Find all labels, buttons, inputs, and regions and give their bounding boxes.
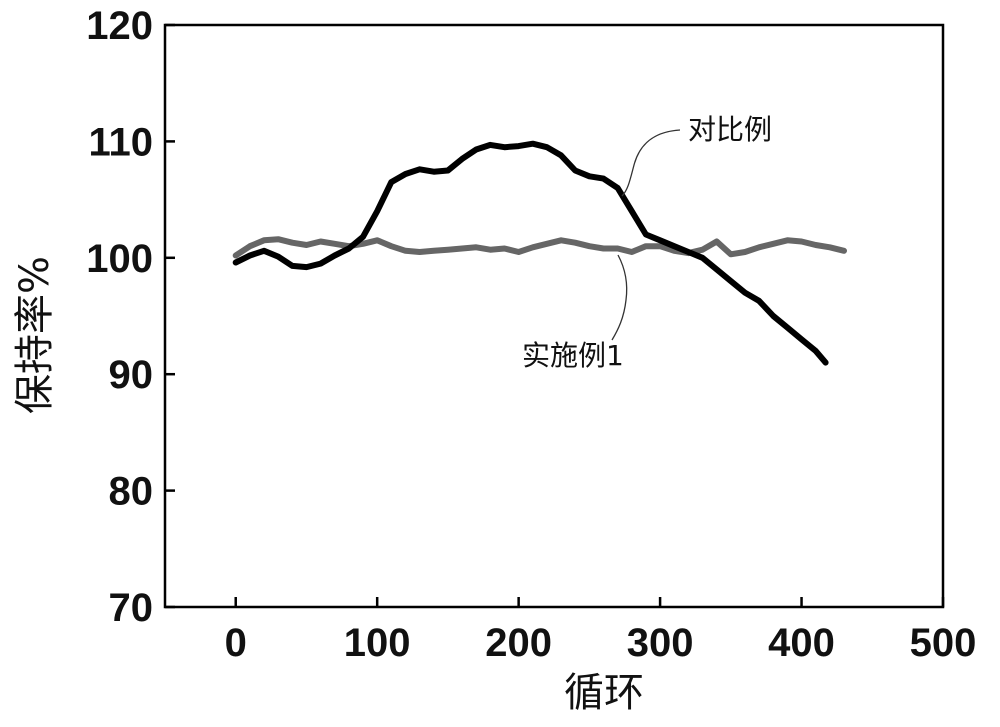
series-layer [232,140,847,366]
y-tick-label: 110 [88,120,153,164]
x-tick-label: 400 [768,621,835,665]
plot-frame [163,23,945,609]
annotation-leader-example1 [611,254,628,341]
y-tick-label: 100 [86,237,153,281]
series-line-example1 [232,236,847,259]
y-tick-label: 120 [86,4,153,48]
x-tick-label: 300 [627,621,694,665]
annotation-comparative: 对比例 [688,113,772,146]
x-tick-label: 0 [225,621,247,665]
x-tick-label: 500 [910,621,977,665]
y-tick-label: 80 [109,470,154,514]
y-axis-title: 保持率% [12,256,58,414]
y-axis: 70 80 90 100 110 120 [86,4,175,630]
x-tick-label: 200 [485,621,552,665]
y-tick-label: 70 [109,586,154,630]
x-axis: 0 100 200 300 400 500 [225,597,977,665]
x-axis-title: 循环 [564,670,644,716]
y-tick-label: 90 [109,353,154,397]
series-line-comparative [232,140,829,366]
annotation-example1: 实施例1 [522,339,624,372]
annotation-leader-comparative [621,129,681,197]
x-tick-label: 100 [344,621,411,665]
